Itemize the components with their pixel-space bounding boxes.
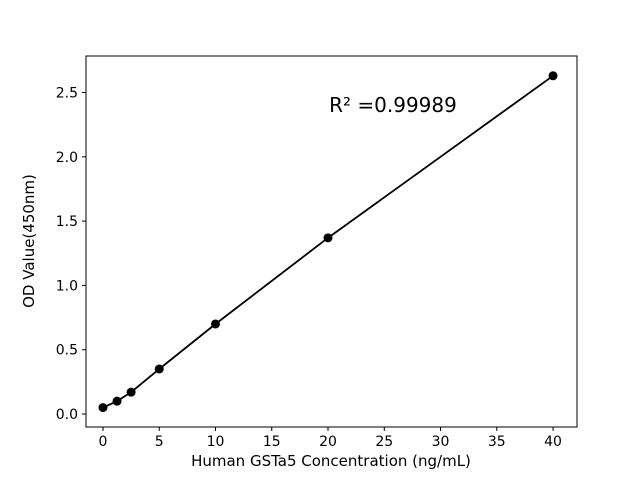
y-tick-label: 1.5 [56,214,78,230]
x-tick-label: 20 [319,434,337,450]
x-tick-label: 15 [263,434,281,450]
data-point-marker [548,71,558,81]
y-axis-label: OD Value(450nm) [20,174,38,308]
data-point-marker [154,364,164,374]
x-tick-label: 0 [99,434,108,450]
y-tick-label: 2.0 [56,150,78,166]
x-tick-label: 5 [155,434,164,450]
x-axis-label: Human GSTa5 Concentration (ng/mL) [191,452,471,470]
y-tick-label: 2.5 [56,86,78,102]
data-point-markers [98,71,558,413]
plot-area-border [85,55,578,428]
data-point-marker [98,403,108,413]
y-axis-ticks: 0.0 0.5 1.0 1.5 2.0 2.5 [56,86,86,423]
x-tick-label: 30 [432,434,450,450]
data-point-marker [323,233,333,243]
data-point-marker [211,319,221,329]
y-tick-label: 0.0 [56,407,78,423]
x-tick-label: 40 [544,434,562,450]
data-point-marker [126,387,136,397]
data-point-marker [112,396,122,406]
x-axis-ticks: 0 5 10 15 20 25 30 35 40 [99,427,562,450]
x-tick-label: 10 [207,434,225,450]
y-tick-label: 0.5 [56,343,78,359]
r-squared-annotation: R² =0.99989 [329,93,457,117]
x-tick-label: 25 [375,434,393,450]
x-tick-label: 35 [488,434,506,450]
y-tick-label: 1.0 [56,278,78,294]
